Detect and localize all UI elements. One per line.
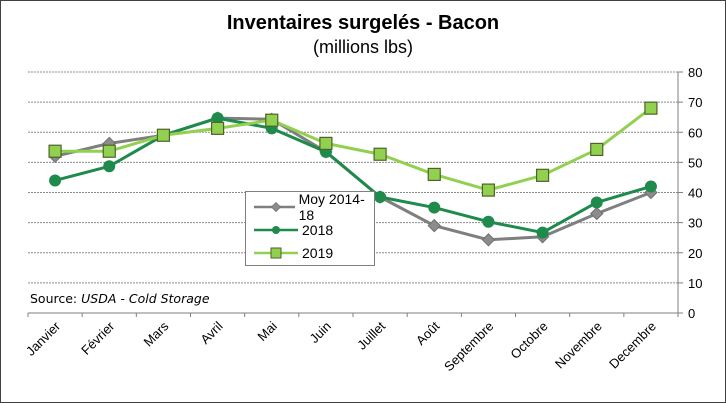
data-point: [590, 142, 604, 157]
x-tick-label: Mars: [141, 318, 172, 349]
data-point: [427, 218, 441, 233]
legend-label-2018: 2018: [302, 222, 334, 238]
data-point: [590, 196, 603, 209]
series-layer: [48, 101, 658, 247]
series-2019: [48, 101, 658, 197]
data-point: [644, 180, 657, 193]
source-prefix: Source:: [30, 291, 81, 306]
data-point: [49, 174, 62, 187]
data-point: [373, 147, 387, 161]
data-point: [428, 201, 441, 214]
x-tick-label: Decembre: [606, 319, 659, 372]
x-tick-label: Septembre: [441, 319, 497, 375]
legend-label-moy: Moy 2014-18: [298, 191, 365, 223]
data-point: [535, 168, 550, 182]
x-tick-label: Février: [78, 318, 118, 358]
data-point: [482, 215, 495, 228]
data-point: [103, 160, 116, 173]
data-point: [481, 233, 496, 247]
x-tick-label: Août: [413, 318, 443, 348]
x-tick-label: Novembre: [552, 319, 605, 372]
y-tick-label: 40: [688, 186, 702, 201]
data-point: [265, 113, 279, 127]
data-point: [211, 112, 224, 125]
legend-item-2019: 2019: [246, 242, 333, 264]
series-line: [55, 106, 652, 192]
x-tick-label: Octobre: [507, 319, 550, 362]
y-tick-label: 50: [688, 155, 702, 170]
legend: Moy 2014-18 2018 2019: [245, 191, 375, 266]
data-point: [102, 144, 116, 158]
y-tick-label: 20: [688, 246, 702, 261]
chart-subtitle: (millions lbs): [312, 37, 413, 57]
data-point: [481, 183, 496, 197]
chart-title: Inventaires surgelés - Bacon: [226, 12, 500, 34]
x-tick-label: Juin: [307, 319, 334, 346]
data-point: [644, 101, 658, 115]
legend-swatch-moy: [254, 201, 295, 213]
y-tick-label: 80: [688, 65, 702, 80]
x-tick-label: Juillet: [354, 318, 388, 352]
data-point: [48, 144, 62, 158]
y-tick-label: 10: [688, 276, 702, 291]
series-line: [54, 116, 652, 235]
y-tick-label: 60: [688, 125, 702, 140]
source-annotation: Source: USDA - Cold Storage: [30, 291, 210, 306]
legend-item-moy: Moy 2014-18: [246, 191, 374, 223]
data-point: [590, 206, 604, 221]
data-point: [374, 191, 387, 204]
x-tick-label: Janvier: [23, 318, 64, 359]
data-point: [156, 128, 171, 142]
source-name: USDA - Cold Storage: [81, 291, 210, 306]
legend-swatch-2019: [254, 247, 298, 259]
x-tick-label: Mai: [254, 318, 279, 343]
y-tick-label: 30: [688, 216, 702, 231]
data-point: [427, 167, 441, 182]
data-point: [210, 121, 225, 135]
y-tick-label: 0: [688, 306, 695, 321]
x-tick-label: Avril: [197, 318, 225, 346]
y-tick-label: 70: [688, 95, 702, 110]
legend-label-2019: 2019: [302, 245, 334, 261]
data-point: [536, 226, 549, 239]
legend-item-2018: 2018: [246, 219, 333, 241]
data-point: [319, 136, 333, 150]
legend-swatch-2018: [254, 226, 298, 234]
